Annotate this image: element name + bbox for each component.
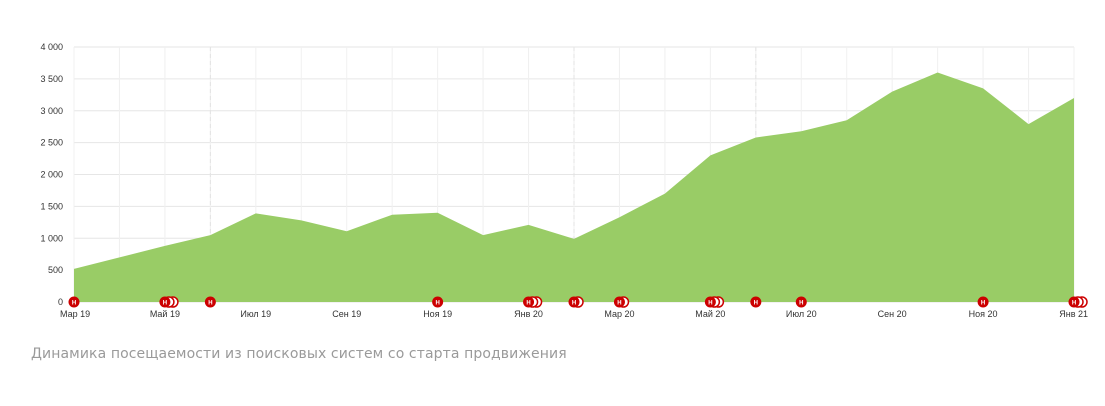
- x-tick-label-12: Мар 20: [604, 309, 634, 319]
- chart-caption: Динамика посещаемости из поисковых систе…: [31, 346, 567, 362]
- traffic-chart: 0 500 1 000 1 500 2 000 2 500 3 000 3 500 4 000 М…: [40, 42, 1088, 319]
- y-tick-label-6: 3 000: [40, 106, 63, 116]
- x-tick-label-14: Май 20: [695, 309, 725, 319]
- event-marker-10: [977, 296, 989, 308]
- x-tick-label-10: Янв 20: [514, 309, 543, 319]
- y-tick-label-1: 500: [48, 265, 63, 275]
- event-marker-label-10: Н: [981, 301, 985, 307]
- event-marker-4: [523, 296, 535, 308]
- event-marker-11: [1068, 296, 1080, 308]
- x-tick-label-2: Май 19: [150, 309, 180, 319]
- x-tick-label-22: Янв 21: [1059, 309, 1088, 319]
- x-tick-label-16: Июл 20: [786, 309, 817, 319]
- event-marker-label-8: Н: [754, 301, 758, 307]
- event-marker-label-7: Н: [708, 301, 712, 307]
- event-marker-label-9: Н: [799, 301, 803, 307]
- x-tick-label-0: Мар 19: [60, 309, 90, 319]
- event-marker-2: [204, 296, 216, 308]
- y-tick-label-2: 1 000: [40, 233, 63, 243]
- event-marker-6: [613, 296, 625, 308]
- event-marker-1: [159, 296, 171, 308]
- y-tick-label-5: 2 500: [40, 138, 63, 148]
- x-tick-label-20: Ноя 20: [969, 309, 998, 319]
- event-marker-9: [795, 296, 807, 308]
- event-marker-5: [568, 296, 580, 308]
- event-marker-label-6: Н: [617, 301, 621, 307]
- event-marker-8: [750, 296, 762, 308]
- y-tick-label-8: 4 000: [40, 42, 63, 52]
- event-marker-label-0: Н: [72, 301, 76, 307]
- event-marker-0: [68, 296, 80, 308]
- y-tick-label-0: 0: [58, 297, 63, 307]
- y-tick-label-7: 3 500: [40, 74, 63, 84]
- event-marker-label-3: Н: [435, 301, 439, 307]
- x-tick-label-4: Июл 19: [240, 309, 271, 319]
- event-marker-label-5: Н: [572, 301, 576, 307]
- y-tick-label-3: 1 500: [40, 201, 63, 211]
- x-tick-label-18: Сен 20: [878, 309, 907, 319]
- event-marker-label-2: Н: [208, 301, 212, 307]
- event-marker-7: [704, 296, 716, 308]
- event-marker-3: [432, 296, 444, 308]
- event-marker-label-4: Н: [526, 301, 530, 307]
- y-tick-label-4: 2 000: [40, 170, 63, 180]
- event-marker-label-11: Н: [1072, 301, 1076, 307]
- event-marker-label-1: Н: [163, 301, 167, 307]
- traffic-area: [74, 72, 1074, 302]
- x-tick-label-6: Сен 19: [332, 309, 361, 319]
- traffic-chart-svg: 0 500 1 000 1 500 2 000 2 500 3 000 3 500 4 000 М…: [40, 42, 1088, 319]
- x-tick-label-8: Ноя 19: [423, 309, 452, 319]
